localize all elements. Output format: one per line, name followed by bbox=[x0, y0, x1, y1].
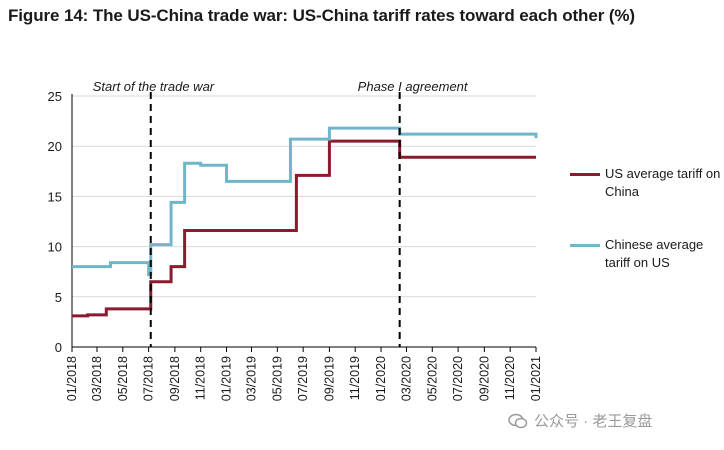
x-tick-label: 09/2018 bbox=[168, 356, 182, 401]
x-tick-label: 05/2020 bbox=[425, 356, 439, 401]
x-tick-label: 01/2019 bbox=[220, 356, 234, 401]
x-tick-label: 03/2019 bbox=[245, 356, 259, 401]
watermark-text: 公众号 · 老王复盘 bbox=[534, 413, 653, 430]
x-tick-label: 11/2019 bbox=[348, 356, 362, 400]
x-tick-label: 01/2018 bbox=[65, 356, 79, 401]
x-tick-label: 09/2020 bbox=[477, 356, 491, 401]
y-tick-label: 25 bbox=[48, 89, 62, 104]
y-tick-label: 10 bbox=[48, 240, 62, 255]
annotation-label-trade-war: Start of the trade war bbox=[93, 79, 215, 94]
x-tick-label: 07/2018 bbox=[142, 356, 156, 401]
x-tick-label: 01/2020 bbox=[374, 356, 388, 401]
watermark: 公众号 · 老王复盘 bbox=[508, 410, 652, 431]
series-line-china bbox=[72, 126, 538, 277]
x-tick-label: 01/2021 bbox=[529, 356, 543, 401]
series-line-us bbox=[72, 139, 536, 318]
legend-label-china: Chinese average tariff on US bbox=[605, 237, 704, 270]
chart-title: Figure 14: The US-China trade war: US-Ch… bbox=[8, 6, 635, 25]
x-tick-label: 03/2020 bbox=[399, 356, 413, 401]
legend-label-us: US average tariff on China bbox=[605, 166, 721, 199]
x-tick-label: 11/2018 bbox=[194, 356, 208, 400]
x-tick-label: 07/2020 bbox=[451, 356, 465, 401]
x-tick-label: 03/2018 bbox=[90, 356, 104, 401]
annotation-label-phase-one: Phase I agreement bbox=[358, 79, 469, 94]
y-tick-label: 5 bbox=[55, 290, 62, 305]
x-tick-label: 07/2019 bbox=[296, 356, 310, 401]
y-tick-label: 20 bbox=[48, 139, 62, 154]
x-tick-label: 09/2019 bbox=[322, 356, 336, 401]
x-tick-label: 05/2018 bbox=[116, 356, 130, 401]
y-tick-label: 15 bbox=[48, 189, 62, 204]
wechat-icon bbox=[508, 413, 528, 428]
x-tick-label: 11/2020 bbox=[503, 356, 517, 400]
x-tick-label: 05/2019 bbox=[270, 356, 284, 401]
legend-swatch-us bbox=[570, 173, 600, 176]
legend-swatch-china bbox=[570, 244, 600, 247]
y-tick-label: 0 bbox=[55, 340, 62, 355]
